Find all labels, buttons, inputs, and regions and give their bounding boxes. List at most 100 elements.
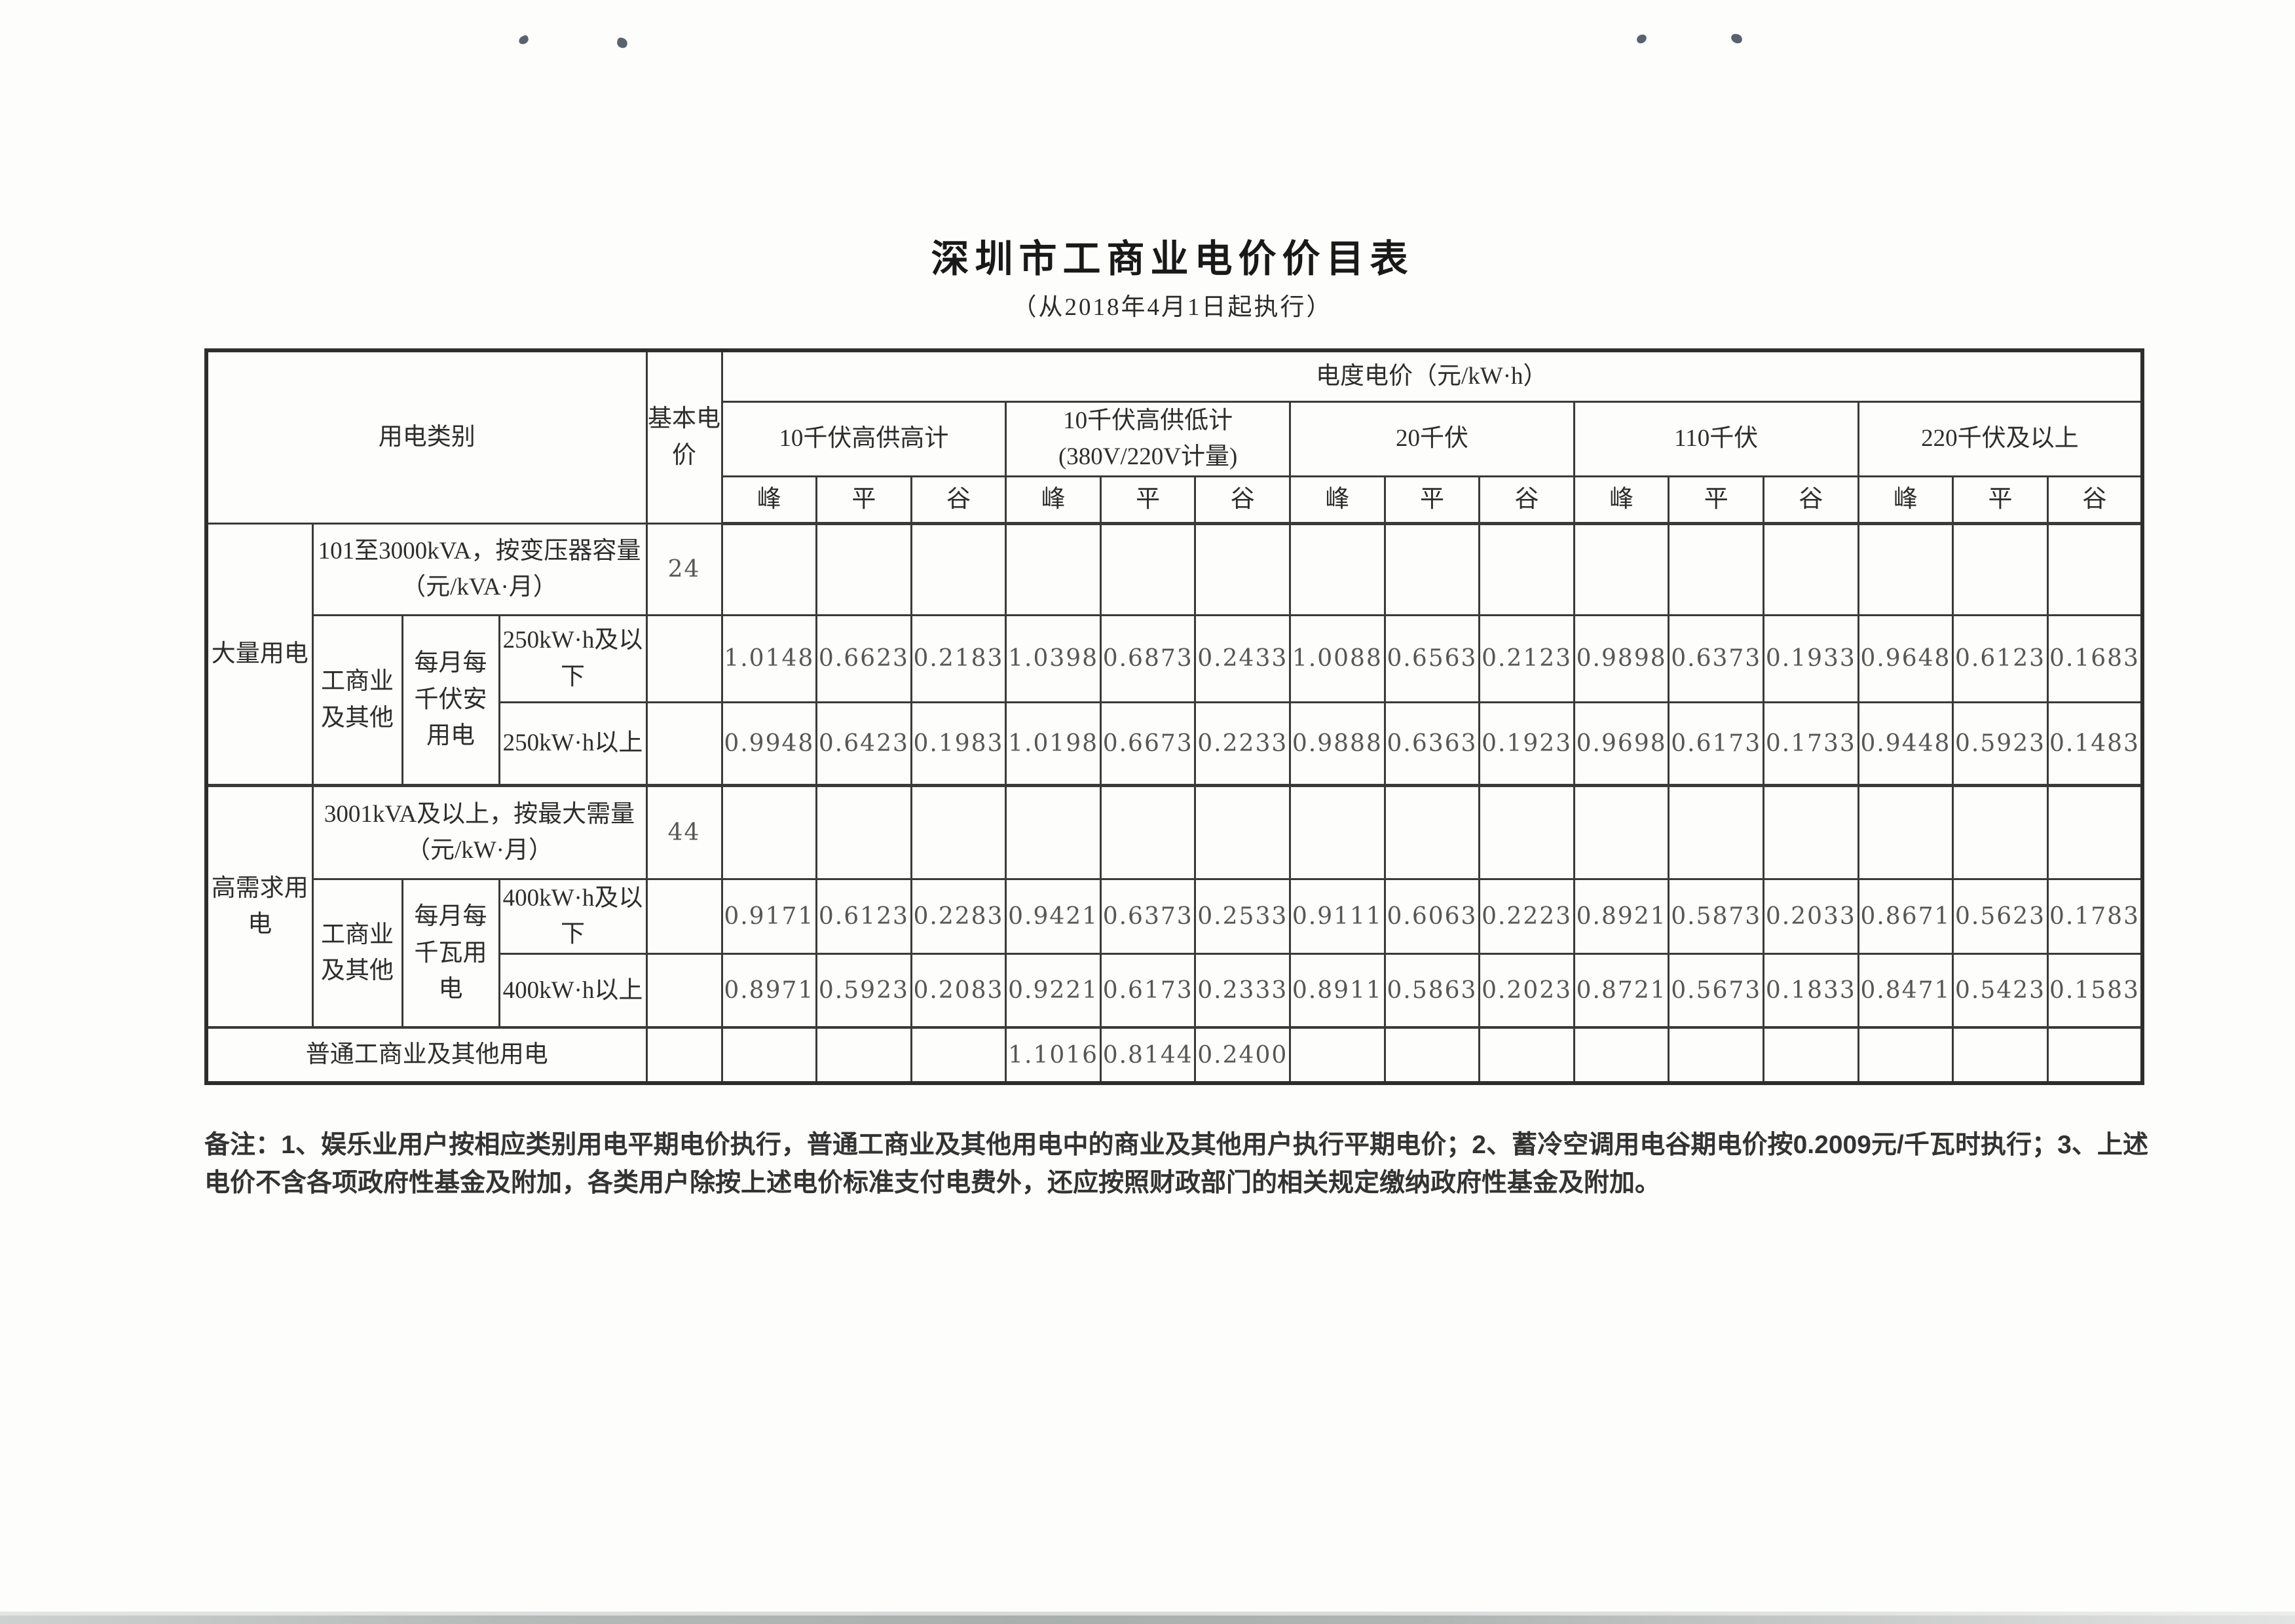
price-cell	[815, 1026, 912, 1084]
tier-label: 250kW·h以上	[498, 701, 648, 786]
header-period-valley: 谷	[2046, 475, 2144, 525]
header-period-valley: 谷	[910, 475, 1007, 525]
price-cell: 0.6423	[815, 701, 912, 786]
price-cell: 0.8911	[1289, 952, 1386, 1029]
scan-speck	[517, 34, 530, 46]
empty-price-cell	[645, 1026, 723, 1084]
price-cell	[1478, 1026, 1575, 1084]
price-cell: 1.0198	[1005, 701, 1102, 786]
price-cell	[1952, 1026, 2049, 1084]
price-cell: 0.9948	[720, 701, 818, 786]
metric-label: 每月每千伏安用电	[401, 614, 500, 786]
empty-price-cell	[1383, 783, 1481, 880]
price-cell: 0.6373	[1668, 614, 1765, 703]
header-energy-price-unit: 电度电价（元/kW·h）	[720, 349, 2144, 403]
price-cell: 0.8471	[1857, 952, 1954, 1029]
basic-price-cell: 24	[645, 522, 723, 616]
empty-price-cell	[1478, 783, 1575, 880]
price-cell: 0.8921	[1573, 877, 1670, 955]
empty-price-cell	[815, 522, 912, 616]
header-period-flat: 平	[1952, 475, 2049, 525]
price-cell	[2046, 1026, 2144, 1084]
price-cell: 0.1933	[1763, 614, 1859, 703]
empty-price-cell	[1763, 522, 1859, 616]
metric-label: 每月每千瓦用电	[401, 877, 500, 1029]
price-cell: 0.2083	[910, 952, 1007, 1029]
empty-price-cell	[1857, 522, 1954, 616]
price-cell	[1573, 1026, 1670, 1084]
price-cell: 0.1783	[2046, 877, 2144, 955]
price-cell: 0.2433	[1194, 614, 1292, 703]
header-voltage-group: 10千伏高供低计(380V/220V计量)	[1005, 400, 1292, 477]
price-cell: 1.0148	[720, 614, 818, 703]
price-cell: 0.9421	[1005, 877, 1102, 955]
empty-price-cell	[1005, 783, 1102, 880]
header-voltage-group: 10千伏高供高计	[720, 400, 1007, 477]
price-cell: 0.6873	[1099, 614, 1197, 703]
header-period-peak: 峰	[1573, 475, 1670, 525]
price-cell: 0.5673	[1668, 952, 1765, 1029]
header-period-flat: 平	[1668, 475, 1765, 525]
price-cell: 0.6373	[1099, 877, 1197, 955]
empty-price-cell	[1289, 783, 1386, 880]
price-cell: 0.9698	[1573, 701, 1670, 786]
header-period-peak: 峰	[1857, 475, 1954, 525]
empty-price-cell	[1573, 522, 1670, 616]
price-cell: 0.1833	[1763, 952, 1859, 1029]
row-group-label: 大量用电	[205, 522, 314, 786]
empty-price-cell	[1099, 522, 1197, 616]
sub-category-label: 工商业及其他	[311, 877, 403, 1029]
price-cell: 0.8721	[1573, 952, 1670, 1029]
price-cell: 0.6563	[1383, 614, 1481, 703]
price-cell: 0.9648	[1857, 614, 1954, 703]
empty-price-cell	[910, 522, 1007, 616]
price-cell: 0.2023	[1478, 952, 1575, 1029]
price-cell: 0.5863	[1383, 952, 1481, 1029]
empty-price-cell	[1478, 522, 1575, 616]
header-period-flat: 平	[815, 475, 912, 525]
price-cell: 0.2400	[1194, 1026, 1292, 1084]
price-cell: 0.9448	[1857, 701, 1954, 786]
scan-speck	[616, 37, 629, 49]
price-cell: 0.9111	[1289, 877, 1386, 955]
price-cell	[1668, 1026, 1765, 1084]
header-period-valley: 谷	[1194, 475, 1292, 525]
price-cell: 0.5873	[1668, 877, 1765, 955]
price-cell	[1857, 1026, 1954, 1084]
price-cell: 0.6673	[1099, 701, 1197, 786]
empty-price-cell	[2046, 522, 2144, 616]
price-cell: 0.2333	[1194, 952, 1292, 1029]
price-cell: 0.2283	[910, 877, 1007, 955]
price-cell: 1.0088	[1289, 614, 1386, 703]
electricity-price-table: 用电类别 基本电价 电度电价（元/kW·h） 10千伏高供高计 10千伏高供低计…	[204, 348, 2145, 1085]
page-subtitle: （从2018年4月1日起执行）	[1012, 294, 1333, 321]
price-cell: 0.9888	[1289, 701, 1386, 786]
price-cell: 0.1683	[2046, 614, 2144, 703]
empty-price-cell	[1194, 783, 1292, 880]
row-group-label: 高需求用电	[205, 783, 314, 1029]
scan-edge-shadow-soft	[0, 1612, 2295, 1615]
scan-speck	[1730, 33, 1743, 45]
basic-price-cell: 44	[645, 783, 723, 880]
tier-label: 250kW·h及以下	[498, 614, 648, 703]
price-cell: 0.6123	[815, 877, 912, 955]
price-cell: 0.5623	[1952, 877, 2049, 955]
price-cell: 0.6123	[1952, 614, 2049, 703]
price-cell: 0.2123	[1478, 614, 1575, 703]
header-period-flat: 平	[1099, 475, 1197, 525]
price-cell: 0.2033	[1763, 877, 1859, 955]
price-cell: 0.6623	[815, 614, 912, 703]
empty-price-cell	[1005, 522, 1102, 616]
page-title: 深圳市工商业电价价目表	[931, 238, 1414, 280]
empty-price-cell	[1573, 783, 1670, 880]
empty-price-cell	[1857, 783, 1954, 880]
header-voltage-group: 20千伏	[1289, 400, 1575, 477]
price-cell: 0.5923	[815, 952, 912, 1029]
empty-price-cell	[645, 952, 723, 1029]
price-cell	[1289, 1026, 1386, 1084]
scan-speck	[1635, 33, 1648, 45]
header-period-valley: 谷	[1763, 475, 1859, 525]
tier-label: 400kW·h以上	[498, 952, 648, 1029]
empty-price-cell	[815, 783, 912, 880]
empty-price-cell	[1952, 522, 2049, 616]
